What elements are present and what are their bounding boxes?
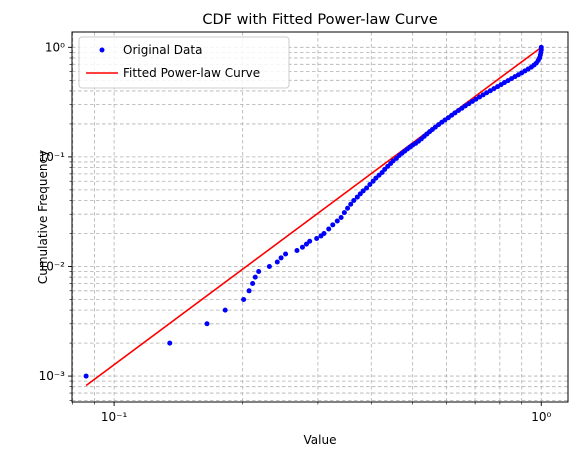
data-point (299, 244, 305, 250)
data-point (283, 251, 289, 257)
data-point (452, 110, 458, 116)
y-tick-label: 10⁻² (39, 259, 66, 273)
y-tick-label: 10⁻¹ (39, 150, 66, 164)
data-point (373, 175, 379, 181)
data-point (338, 214, 344, 220)
data-point (334, 218, 340, 224)
data-point (303, 241, 309, 247)
data-point (222, 307, 228, 313)
data-point (473, 96, 479, 102)
data-point (167, 340, 173, 346)
data-point (246, 288, 252, 294)
data-point (278, 255, 284, 261)
data-point (364, 185, 370, 191)
grid (72, 32, 568, 402)
data-point (241, 296, 247, 302)
data-point (274, 259, 280, 265)
data-point (345, 205, 351, 211)
data-point (487, 88, 493, 94)
x-tick-label: 10⁰ (531, 410, 551, 424)
data-point (341, 210, 347, 216)
data-point (538, 44, 544, 50)
data-point (307, 238, 313, 244)
y-tick-label: 10⁰ (45, 40, 65, 54)
data-point (83, 373, 89, 379)
legend-box (78, 36, 290, 89)
data-point (321, 231, 327, 237)
data-point (484, 90, 490, 96)
data-point (360, 188, 366, 194)
legend-label-original-data: Original Data (123, 43, 202, 57)
y-axis-label: Cumulative Frequency (36, 150, 50, 284)
data-point (462, 103, 468, 109)
x-tick-label: 10⁻¹ (101, 410, 128, 424)
data-point (314, 236, 320, 242)
data-series (83, 44, 544, 379)
chart-title: CDF with Fitted Power-law Curve (202, 12, 437, 28)
data-point (266, 263, 272, 269)
data-point (294, 247, 300, 253)
legend-label-fitted-curve: Fitted Power-law Curve (123, 66, 260, 80)
y-tick-label: 10⁻³ (39, 369, 66, 383)
legend-marker-original-data (99, 47, 105, 53)
data-point (250, 280, 256, 286)
x-axis-label: Value (304, 433, 337, 447)
data-point (204, 321, 210, 327)
data-point (367, 182, 373, 188)
legend: Original Data Fitted Power-law Curve (78, 36, 290, 89)
data-point (351, 198, 357, 204)
plot-frame (71, 31, 569, 403)
data-point (348, 201, 354, 207)
data-point (252, 274, 258, 280)
data-point (256, 269, 262, 275)
axis-ticks: 10⁻¹ 10⁰ 10⁻³ 10⁻² 10⁻¹ 10⁰ (39, 40, 552, 424)
data-point (326, 226, 332, 232)
data-point (330, 222, 336, 228)
data-point (354, 194, 360, 200)
